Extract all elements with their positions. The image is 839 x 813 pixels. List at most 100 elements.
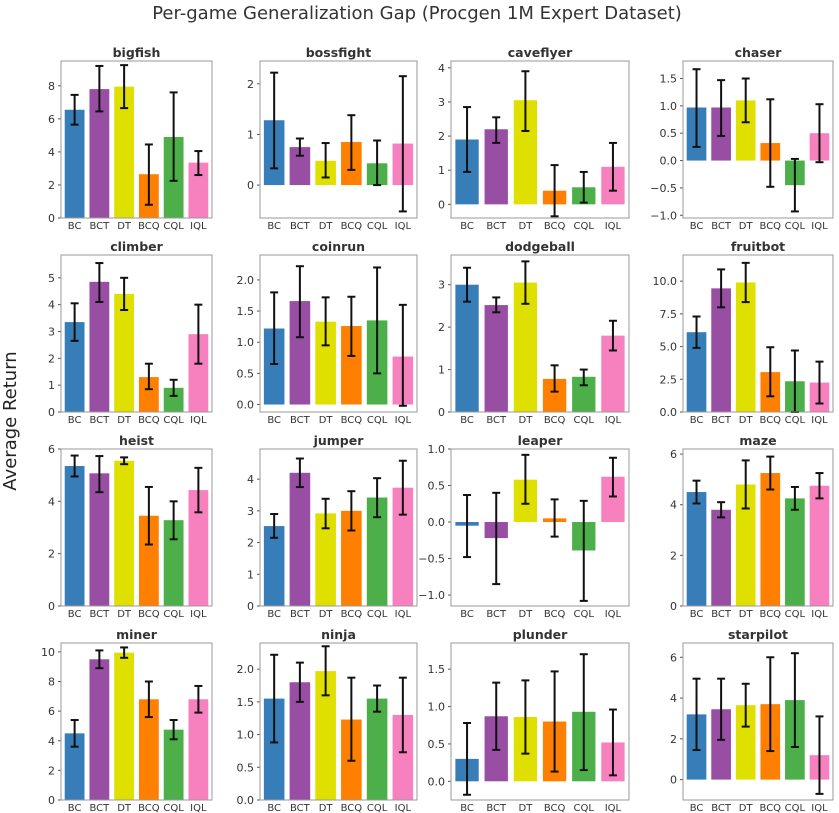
x-tick-label: BCT <box>486 415 507 426</box>
x-tick-label: BC <box>460 415 474 426</box>
bar-BCT <box>711 509 731 606</box>
panel-bossfight: bossfight BC BCT DT BCQ CQL IQL 0 1 2 <box>247 45 418 232</box>
x-tick-label: BCT <box>711 221 732 232</box>
panel-frame <box>60 254 213 413</box>
x-tick-label: IQL <box>605 609 622 620</box>
x-tick-label: IQL <box>605 221 622 232</box>
x-tick-label: BC <box>690 609 704 620</box>
x-tick-label: CQL <box>163 803 184 813</box>
x-tick-label: CQL <box>163 609 184 620</box>
bar-CQL <box>163 729 184 800</box>
bar-BC <box>686 492 707 606</box>
x-tick-label: DT <box>519 609 534 620</box>
y-tick-label: 0 <box>670 774 677 787</box>
bar-DT <box>315 671 336 800</box>
y-tick-label: 1.0 <box>237 336 255 349</box>
y-tick-label: 3 <box>438 279 445 292</box>
y-tick-label: −0.5 <box>418 553 445 566</box>
y-tick-label: 2 <box>670 549 677 562</box>
y-tick-label: 1 <box>48 379 55 392</box>
x-tick-label: IQL <box>190 415 207 426</box>
figure-ylabel: Average Return <box>0 351 21 490</box>
y-tick-label: 1.5 <box>428 663 446 676</box>
x-tick-label: BCQ <box>760 221 782 232</box>
bar-IQL <box>188 162 209 218</box>
panel-starpilot: starpilot BC BCT DT BCQ CQL IQL 0 2 4 6 <box>670 627 834 813</box>
x-tick-label: CQL <box>785 415 806 426</box>
bar-BCT <box>484 305 508 412</box>
bar-IQL <box>601 476 625 523</box>
y-tick-label: 2 <box>48 764 55 777</box>
panel-title: fruitbot <box>731 239 785 254</box>
x-tick-label: DT <box>319 415 334 426</box>
y-tick-label: 10.0 <box>653 275 678 288</box>
bar-BCT <box>711 709 731 780</box>
panel-title: dodgeball <box>505 239 575 254</box>
y-tick-label: 6 <box>670 448 677 461</box>
bar-BCT <box>89 473 110 606</box>
x-tick-label: BCT <box>711 803 732 813</box>
bar-BCQ <box>138 377 159 412</box>
bar-BCQ <box>138 699 159 800</box>
x-tick-label: BCQ <box>341 803 363 813</box>
y-tick-label: 4 <box>48 299 55 312</box>
x-tick-label: DT <box>519 803 534 813</box>
y-tick-label: 2 <box>48 179 55 192</box>
bar-DT <box>114 86 135 219</box>
x-tick-label: BC <box>68 415 82 426</box>
y-tick-label: 0 <box>247 600 254 613</box>
x-tick-label: CQL <box>574 221 595 232</box>
bar-BCT <box>484 129 508 205</box>
x-tick-label: IQL <box>811 803 828 813</box>
panel-title: coinrun <box>312 239 365 254</box>
panel-jumper: jumper BC BCT DT BCQ CQL IQL 0 1 2 3 4 <box>247 433 418 620</box>
x-tick-label: BCT <box>711 415 732 426</box>
x-tick-label: CQL <box>367 415 388 426</box>
bar-BC <box>64 466 85 606</box>
panel-title: plunder <box>513 627 568 642</box>
bar-BCQ <box>341 510 362 606</box>
x-tick-label: BCQ <box>544 609 566 620</box>
bar-DT <box>114 652 135 800</box>
x-tick-label: BCQ <box>138 609 160 620</box>
x-tick-label: BC <box>267 609 281 620</box>
x-tick-label: BC <box>690 803 704 813</box>
bar-DT <box>513 100 538 205</box>
panel-dodgeball: dodgeball BC BCT DT BCQ CQL IQL 0 1 2 3 <box>438 239 630 426</box>
x-tick-label: BCT <box>486 803 507 813</box>
y-tick-label: 8 <box>48 676 55 689</box>
y-tick-label: 0 <box>438 198 445 211</box>
bar-BCQ <box>542 378 567 412</box>
x-tick-label: BC <box>460 221 474 232</box>
panel-miner: miner BC BCT DT BCQ CQL IQL 0 2 4 6 8 10 <box>41 627 213 813</box>
panel-frame <box>450 642 630 801</box>
bar-IQL <box>809 485 830 606</box>
y-tick-label: 0.5 <box>428 738 446 751</box>
x-tick-label: BCQ <box>138 221 160 232</box>
bar-BC <box>263 328 285 405</box>
y-tick-label: 1.0 <box>428 443 446 456</box>
bar-BCT <box>289 682 311 800</box>
panel-frame <box>450 254 630 413</box>
x-tick-label: BCT <box>89 609 110 620</box>
panel-frame <box>450 60 630 219</box>
panel-title: caveflyer <box>508 45 573 60</box>
y-tick-label: 0.0 <box>428 775 446 788</box>
bar-IQL <box>188 699 209 800</box>
y-tick-label: 4 <box>438 62 445 75</box>
y-tick-label: 1.5 <box>237 305 255 318</box>
bar-CQL <box>163 520 184 606</box>
x-tick-label: BC <box>68 609 82 620</box>
panel-maze: maze BC BCT DT BCQ CQL IQL 0 2 4 6 <box>670 433 834 620</box>
bar-BCT <box>289 301 311 405</box>
y-tick-label: 2 <box>48 352 55 365</box>
bar-DT <box>735 282 756 412</box>
x-tick-label: BCQ <box>544 221 566 232</box>
y-tick-label: 1.0 <box>428 701 446 714</box>
panel-plunder: plunder BC BCT DT BCQ CQL IQL 0.0 0.5 1.0 1.5 <box>428 627 630 813</box>
x-tick-label: BCQ <box>760 803 782 813</box>
x-tick-label: BC <box>690 415 704 426</box>
panel-title: jumper <box>313 433 365 448</box>
x-tick-label: DT <box>117 803 132 813</box>
x-tick-label: IQL <box>605 803 622 813</box>
